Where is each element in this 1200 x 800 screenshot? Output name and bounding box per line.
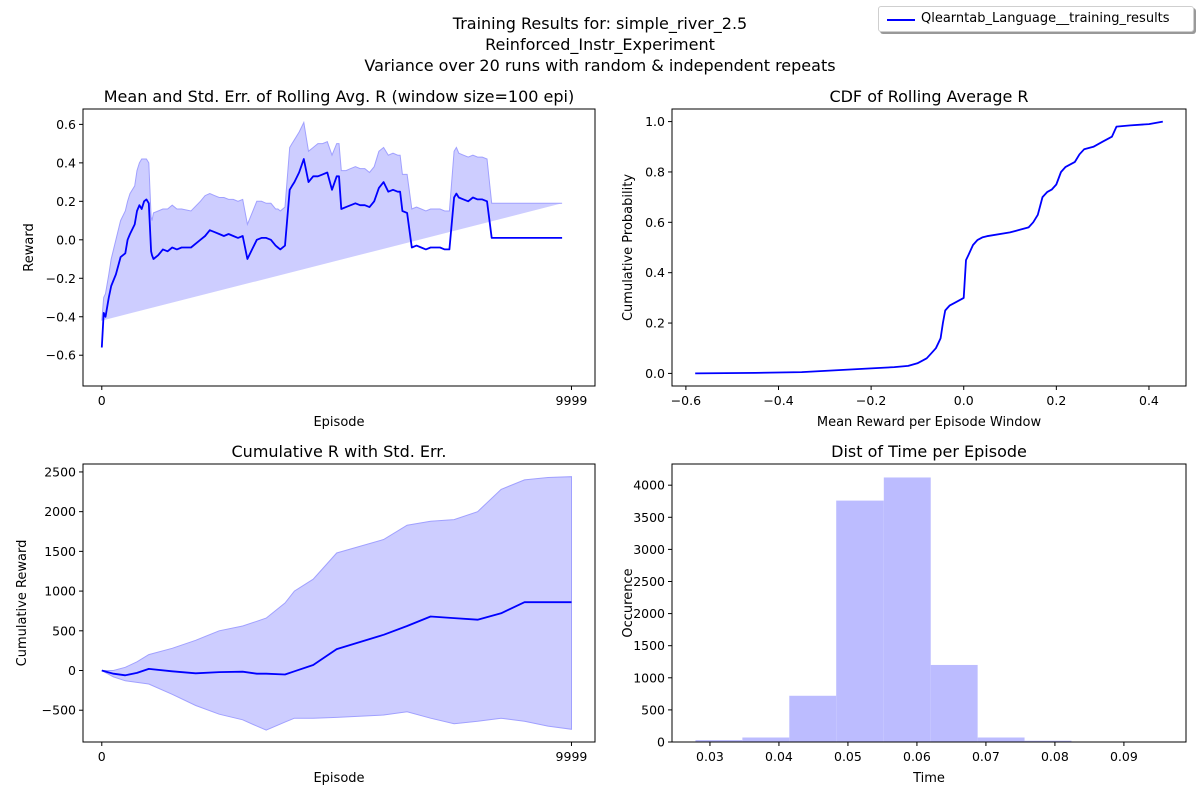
- subplot-2: −0.6 −0.4 −0.2 0.0 0.2 0.4 0.0 0.2 0.4 0.6 0.8 1.0 C…: [621, 87, 1187, 430]
- y-tick-label: 4000: [633, 478, 665, 493]
- y-tick-label: 1500: [633, 638, 665, 653]
- x-tick-label: −0.4: [763, 393, 793, 408]
- histogram-bar: [883, 477, 931, 742]
- histogram-bar: [695, 740, 743, 742]
- y-tick-label: 1000: [44, 584, 76, 599]
- legend-line-swatch: [887, 19, 915, 21]
- y-tick-label: 0.2: [56, 194, 76, 209]
- subplot-title: Dist of Time per Episode: [831, 442, 1027, 461]
- x-tick-label: −0.2: [856, 393, 886, 408]
- y-tick-label: −0.2: [46, 271, 76, 286]
- x-tick-label: −0.6: [671, 393, 701, 408]
- y-tick-label: 0.6: [645, 215, 665, 230]
- mean-line: [100, 158, 563, 348]
- y-tick-label: −0.4: [46, 309, 76, 324]
- x-tick-label: 0.06: [903, 749, 931, 764]
- x-axis-label: Episode: [313, 415, 364, 430]
- x-axis-label: Mean Reward per Episode Window: [817, 415, 1042, 430]
- y-axis-label: Reward: [22, 223, 37, 271]
- y-tick-label: 0.2: [645, 316, 665, 331]
- y-tick-label: 0: [657, 735, 665, 750]
- std-err-band: [101, 120, 563, 321]
- x-axis-label: Episode: [313, 771, 364, 786]
- histogram-bar: [789, 695, 837, 742]
- x-tick-label: 9999: [556, 393, 588, 408]
- legend: Qlearntab_Language__training_results: [878, 6, 1194, 32]
- y-axis-label: Cumulative Reward: [15, 540, 30, 667]
- figure-title-line-2: Reinforced_Instr_Experiment: [485, 35, 715, 54]
- x-tick-label: 0.07: [972, 749, 1000, 764]
- y-tick-label: 0.4: [56, 155, 76, 170]
- axes-frame: [671, 463, 1187, 743]
- figure-title-line-3: Variance over 20 runs with random & inde…: [364, 56, 836, 75]
- histogram-bar: [930, 664, 978, 742]
- y-tick-label: 2000: [44, 504, 76, 519]
- y-tick-label: 1500: [44, 544, 76, 559]
- x-tick-label: 0.08: [1041, 749, 1069, 764]
- subplot-4: 0.03 0.04 0.05 0.06 0.07 0.08 0.09 0 500 1000 1500…: [621, 442, 1187, 786]
- mean-line: [101, 601, 572, 677]
- histogram-bar: [977, 737, 1025, 742]
- legend-label: Qlearntab_Language__training_results: [921, 11, 1170, 26]
- histogram-bar: [742, 737, 790, 742]
- y-tick-label: 2000: [633, 606, 665, 621]
- subplot-title: Mean and Std. Err. of Rolling Avg. R (wi…: [104, 87, 575, 106]
- histogram-bar: [1024, 740, 1072, 742]
- y-tick-label: 3000: [633, 542, 665, 557]
- y-tick-label: 500: [641, 702, 665, 717]
- axes-frame: [82, 463, 596, 743]
- x-tick-label: 0.0: [954, 393, 974, 408]
- y-axis-label: Cumulative Probability: [621, 174, 636, 321]
- y-tick-label: 0: [68, 663, 76, 678]
- y-tick-label: 500: [52, 623, 76, 638]
- y-tick-label: 1.0: [645, 114, 665, 129]
- y-tick-label: 0.0: [56, 232, 76, 247]
- y-tick-label: 0.8: [645, 164, 665, 179]
- y-tick-label: 0.0: [645, 366, 665, 381]
- y-axis-label: Occurence: [621, 568, 636, 637]
- subplot-1: 0 9999 −0.6 −0.4 −0.2 0.0 0.2 0.4 0.6 Mean and St…: [22, 87, 596, 430]
- y-tick-label: 0.4: [645, 265, 665, 280]
- subplot-title: Cumulative R with Std. Err.: [232, 442, 447, 461]
- subplot-title: CDF of Rolling Average R: [829, 87, 1028, 106]
- y-tick-label: 0.6: [56, 117, 76, 132]
- x-tick-label: 0.03: [696, 749, 724, 764]
- x-axis-label: Time: [912, 771, 945, 786]
- x-tick-label: 0.4: [1139, 393, 1159, 408]
- y-tick-label: −500: [42, 703, 76, 718]
- subplot-3: 0 9999 −500 0 500 1000 1500 2000 2500 Cumulative …: [15, 442, 596, 786]
- x-tick-label: 0.09: [1110, 749, 1138, 764]
- y-tick-label: 2500: [44, 464, 76, 479]
- x-tick-label: 0: [98, 749, 106, 764]
- y-tick-label: 3500: [633, 510, 665, 525]
- std-err-band: [101, 476, 572, 731]
- histogram-bar: [836, 500, 884, 742]
- x-tick-label: 0.2: [1046, 393, 1066, 408]
- x-tick-label: 0: [98, 393, 106, 408]
- y-tick-label: 2500: [633, 574, 665, 589]
- y-tick-label: 1000: [633, 670, 665, 685]
- axes-frame: [82, 108, 596, 387]
- x-tick-label: 0.05: [834, 749, 862, 764]
- x-tick-label: 9999: [556, 749, 588, 764]
- figure-title-line-1: Training Results for: simple_river_2.5: [452, 14, 748, 33]
- cdf-line: [695, 120, 1163, 375]
- x-tick-label: 0.04: [765, 749, 793, 764]
- axes-frame: [671, 108, 1187, 387]
- y-tick-label: −0.6: [46, 348, 76, 363]
